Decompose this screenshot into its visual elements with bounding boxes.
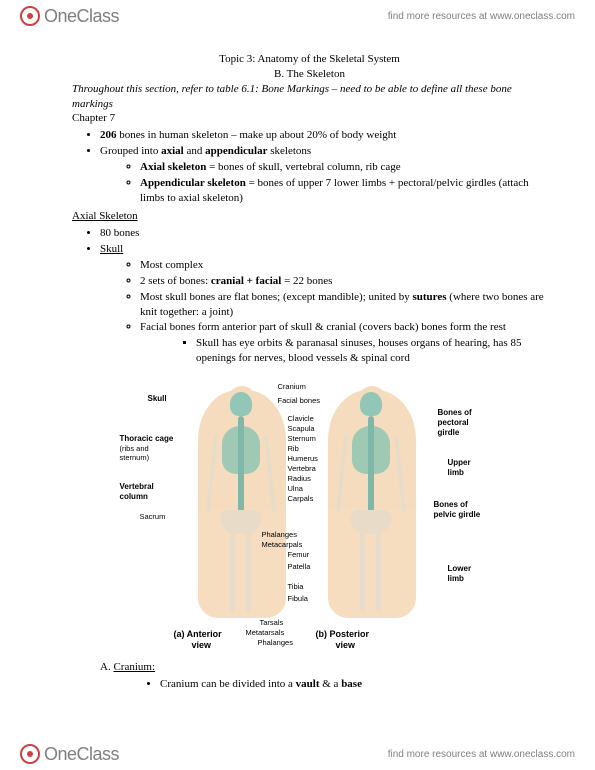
page-footer: OneClass find more resources at www.onec… — [0, 738, 595, 770]
list-item: Skull has eye orbits & paranasal sinuses… — [196, 336, 547, 366]
label-tibia: Tibia — [288, 582, 304, 592]
posterior-body — [322, 390, 422, 630]
list-item: Most skull bones are flat bones; (except… — [140, 290, 547, 320]
list-item: Cranium can be divided into a vault & a … — [160, 677, 547, 692]
skeleton-diagram: Skull Thoracic cage (ribs and sternum) V… — [120, 372, 500, 654]
logo-icon — [20, 6, 40, 26]
label-upper2: limb — [448, 468, 464, 479]
label-skull: Skull — [148, 394, 167, 405]
text: and — [184, 145, 205, 157]
label-radius: Radius — [288, 474, 311, 484]
logo: OneClass — [20, 744, 119, 765]
pelvis-shape — [220, 510, 262, 534]
label-sacrum: Sacrum — [140, 512, 166, 522]
skull-shape — [360, 392, 382, 416]
section-a: A. Cranium: — [72, 660, 547, 675]
label-vertebral2: column — [120, 492, 148, 503]
list-item: Axial skeleton = bones of skull, vertebr… — [140, 160, 547, 175]
logo-text: OneClass — [44, 744, 119, 765]
text: Appendicular skeleton — [140, 177, 246, 189]
list-item: Most complex — [140, 258, 547, 273]
leg-shape — [376, 530, 381, 612]
view-a-label2: view — [192, 639, 212, 651]
label-tarsals: Tarsals — [260, 618, 284, 628]
label-metatarsals: Metatarsals — [246, 628, 285, 638]
logo-text: OneClass — [44, 6, 119, 27]
label-phalanges: Phalanges — [262, 530, 297, 540]
text: sutures — [413, 291, 447, 303]
skull-label: Skull — [100, 243, 123, 255]
label-thoracic3: sternum) — [120, 453, 150, 463]
view-b-label2: view — [336, 639, 356, 651]
anterior-body — [192, 390, 292, 630]
header-link[interactable]: find more resources at www.oneclass.com — [388, 11, 575, 22]
logo-icon — [20, 744, 40, 764]
intro-note: Throughout this section, refer to table … — [72, 82, 547, 112]
text: 2 sets of bones: — [140, 275, 211, 287]
sub-list: Axial skeleton = bones of skull, vertebr… — [100, 160, 547, 206]
list-item: Skull Most complex 2 sets of bones: cran… — [100, 242, 547, 366]
text: = 22 bones — [281, 275, 332, 287]
list-item: Facial bones form anterior part of skull… — [140, 320, 547, 366]
label-metacarpals: Metacarpals — [262, 540, 303, 550]
text: base — [341, 678, 362, 690]
label-sternum: Sternum — [288, 434, 316, 444]
text: Facial bones form anterior part of skull… — [140, 321, 506, 333]
label-carpals: Carpals — [288, 494, 314, 504]
document-body: Topic 3: Anatomy of the Skeletal System … — [72, 52, 547, 693]
label-rib: Rib — [288, 444, 299, 454]
text: Cranium can be divided into a — [160, 678, 296, 690]
label-facial: Facial bones — [278, 396, 321, 406]
footer-link[interactable]: find more resources at www.oneclass.com — [388, 749, 575, 760]
label-femur: Femur — [288, 550, 310, 560]
label-patella: Patella — [288, 562, 311, 572]
list-item: 206 bones in human skeleton – make up ab… — [100, 128, 547, 143]
topic-subtitle: B. The Skeleton — [72, 67, 547, 82]
bone-count: 206 — [100, 129, 117, 141]
text: skeletons — [267, 145, 311, 157]
text: & a — [319, 678, 341, 690]
label-clavicle: Clavicle — [288, 414, 314, 424]
label-cranium: Cranium — [278, 382, 306, 392]
text: = bones of skull, vertebral column, rib … — [206, 161, 400, 173]
text: appendicular — [205, 145, 267, 157]
label-scapula: Scapula — [288, 424, 315, 434]
list-item: Appendicular skeleton = bones of upper 7… — [140, 176, 547, 206]
letter-a: A. — [100, 661, 111, 673]
leg-shape — [246, 530, 251, 612]
list-item: Grouped into axial and appendicular skel… — [100, 144, 547, 205]
label-vertebra: Vertebra — [288, 464, 316, 474]
page-header: OneClass find more resources at www.onec… — [0, 0, 595, 32]
list-item: 2 sets of bones: cranial + facial = 22 b… — [140, 274, 547, 289]
label-phalanges2: Phalanges — [258, 638, 293, 648]
square-list: Skull has eye orbits & paranasal sinuses… — [140, 336, 547, 366]
label-pectoral3: girdle — [438, 428, 460, 439]
pelvis-shape — [350, 510, 392, 534]
label-lower2: limb — [448, 574, 464, 585]
label-pelvic2: pelvic girdle — [434, 510, 481, 521]
skull-sublist: Most complex 2 sets of bones: cranial + … — [100, 258, 547, 366]
chapter-label: Chapter 7 — [72, 111, 547, 126]
text: vault — [296, 678, 320, 690]
logo: OneClass — [20, 6, 119, 27]
list-item: 80 bones — [100, 226, 547, 241]
cranium-bullets: Cranium can be divided into a vault & a … — [72, 677, 547, 692]
text: bones in human skeleton – make up about … — [117, 129, 397, 141]
text: Grouped into — [100, 145, 161, 157]
skull-shape — [230, 392, 252, 416]
label-fibula: Fibula — [288, 594, 308, 604]
text: cranial + facial — [211, 275, 281, 287]
axial-heading: Axial Skeleton — [72, 209, 547, 224]
leg-shape — [360, 530, 365, 612]
axial-bullets: 80 bones Skull Most complex 2 sets of bo… — [72, 226, 547, 366]
leg-shape — [230, 530, 235, 612]
label-ulna: Ulna — [288, 484, 303, 494]
cranium-heading: Cranium: — [113, 661, 155, 673]
topic-title: Topic 3: Anatomy of the Skeletal System — [72, 52, 547, 67]
text: Most skull bones are flat bones; (except… — [140, 291, 413, 303]
main-bullets: 206 bones in human skeleton – make up ab… — [72, 128, 547, 205]
text: axial — [161, 145, 184, 157]
label-humerus: Humerus — [288, 454, 318, 464]
text: Axial skeleton — [140, 161, 206, 173]
